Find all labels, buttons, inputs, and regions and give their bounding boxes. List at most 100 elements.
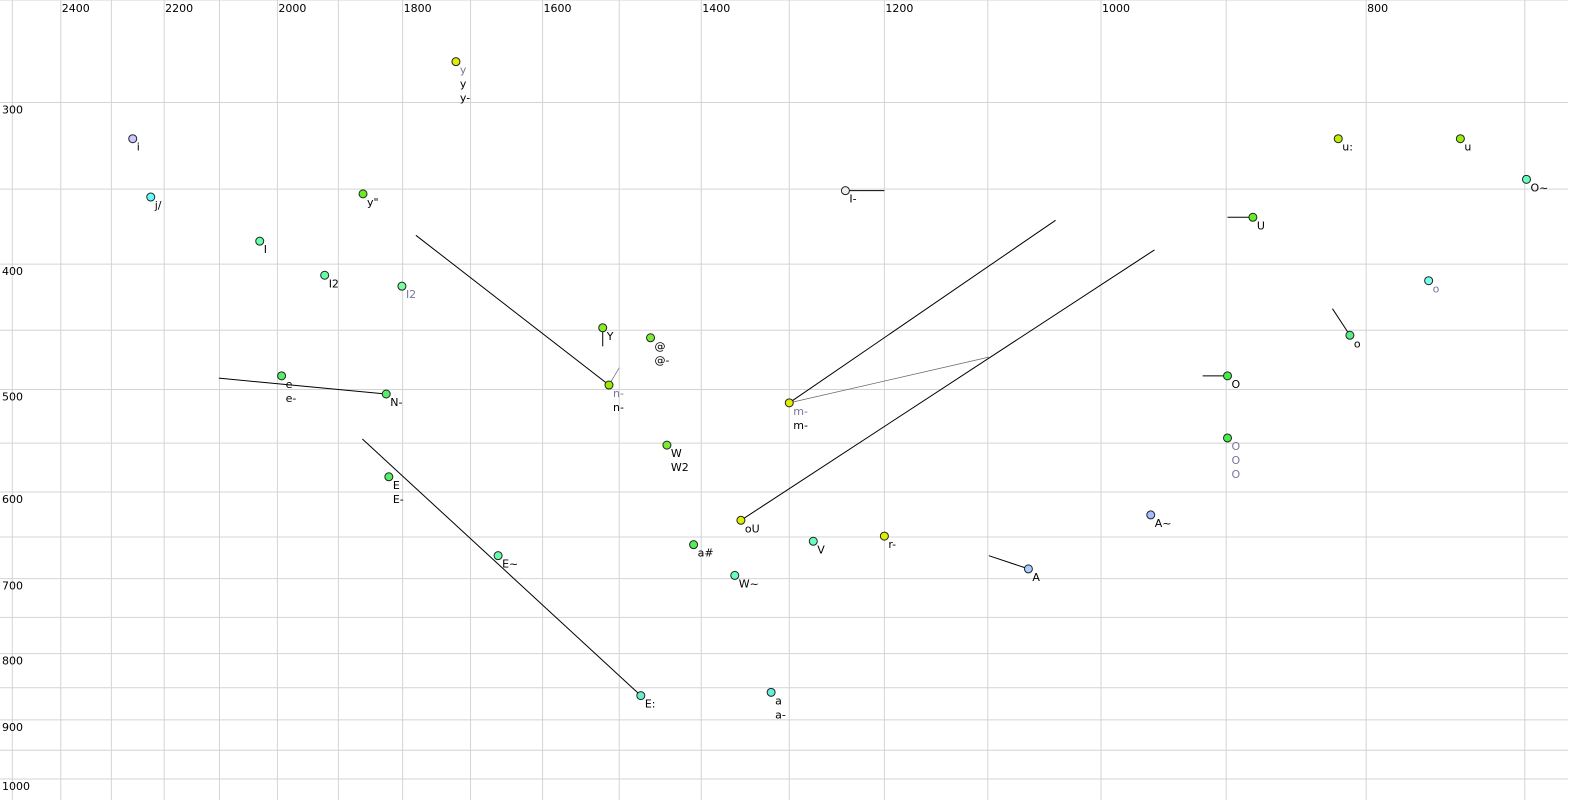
point-label: A~: [1155, 517, 1172, 530]
point-label: N-: [390, 396, 402, 409]
point-label: O: [1232, 454, 1241, 467]
point-label: @-: [655, 354, 670, 367]
vowel-point: Y: [598, 323, 614, 343]
y-tick-label: 500: [2, 391, 23, 404]
point-label: y: [460, 78, 467, 91]
vowel-point: I2: [397, 281, 416, 301]
point-marker: [1223, 371, 1233, 381]
point-label: I2: [406, 288, 416, 301]
point-marker: [381, 389, 391, 399]
point-marker: [1146, 510, 1156, 520]
x-tick-label: 1000: [1102, 2, 1130, 15]
point-label: I2: [329, 277, 339, 290]
point-marker: [598, 323, 608, 333]
point-marker: [1248, 212, 1258, 222]
x-tick-label: 1400: [702, 2, 730, 15]
vowel-point: EE-: [384, 472, 404, 506]
point-marker: [277, 371, 287, 381]
vowel-point: i: [128, 134, 140, 154]
vowel-point: @@-: [646, 333, 670, 367]
x-tick-label: 2200: [165, 2, 193, 15]
vowel-point: O: [1223, 371, 1241, 391]
point-label: O: [1232, 378, 1241, 391]
point-marker: [879, 531, 889, 541]
vowel-point: yyy-: [451, 57, 470, 105]
vowel-point: A: [1023, 564, 1040, 584]
vowel-point: oU: [736, 515, 760, 535]
vowel-point: U: [1248, 212, 1265, 232]
vowel-point: I-: [840, 186, 857, 206]
point-label: a: [775, 694, 782, 707]
vowel-point: O~: [1521, 174, 1548, 194]
y-tick-label: 300: [2, 103, 23, 116]
vowel-point: W~: [730, 570, 759, 590]
point-marker: [358, 189, 368, 199]
point-label: e-: [286, 392, 297, 405]
point-marker: [646, 333, 656, 343]
point-marker: [736, 515, 746, 525]
vowel-point: OOO: [1223, 433, 1241, 481]
point-label: E~: [502, 558, 518, 571]
point-label: a#: [698, 547, 714, 560]
point-marker: [636, 691, 646, 701]
point-marker: [730, 570, 740, 580]
point-marker: [1023, 564, 1033, 574]
vowel-point: I: [255, 236, 267, 256]
point-label: oU: [745, 522, 760, 535]
point-label: o: [1433, 283, 1440, 296]
vowel-point: j/: [146, 192, 162, 212]
point-label: o: [1354, 337, 1361, 350]
vowel-point: u: [1455, 134, 1471, 154]
vowel-point: u:: [1333, 134, 1353, 154]
vowel-point: a#: [689, 540, 714, 560]
trajectory-line: [789, 356, 989, 404]
point-label: r-: [888, 538, 896, 551]
point-marker: [689, 540, 699, 550]
point-label: W~: [739, 577, 759, 590]
point-label: @: [655, 340, 666, 353]
y-tick-label: 700: [2, 580, 23, 593]
trajectory-line: [1332, 308, 1351, 336]
point-marker: [128, 134, 138, 144]
vowel-point: ee-: [277, 371, 297, 405]
vowel-point: o: [1424, 276, 1440, 296]
vowel-point: I2: [320, 270, 339, 290]
point-label: y: [460, 64, 467, 77]
point-label: u:: [1342, 141, 1353, 154]
point-marker: [1455, 134, 1465, 144]
point-label: W2: [671, 461, 689, 474]
y-tick-label: 1000: [2, 780, 30, 793]
point-marker: [451, 57, 461, 67]
point-marker: [840, 186, 850, 196]
point-marker: [255, 236, 265, 246]
point-label: E: [393, 479, 400, 492]
y-tick-label: 400: [2, 265, 23, 278]
point-marker: [604, 380, 614, 390]
trajectory-line: [362, 438, 642, 696]
y-tick-label: 800: [2, 655, 23, 668]
vowel-point: aa-: [766, 687, 786, 721]
vowel-point: A~: [1146, 510, 1172, 530]
trajectory-line: [788, 219, 1056, 404]
point-label: A: [1032, 571, 1040, 584]
vowel-point: V: [808, 536, 825, 556]
point-label: U: [1257, 219, 1265, 232]
x-tick-label: 2400: [62, 2, 90, 15]
vowel-point: y": [358, 189, 379, 209]
y-tick-label: 600: [2, 493, 23, 506]
point-label: n-: [613, 401, 624, 414]
vowel-point: N-: [381, 389, 402, 409]
point-label: y": [367, 196, 379, 209]
point-marker: [808, 536, 818, 546]
point-label: i: [137, 141, 140, 154]
trajectory-line: [218, 377, 387, 395]
point-marker: [493, 551, 503, 561]
point-marker: [1521, 174, 1531, 184]
x-tick-label: 2000: [278, 2, 306, 15]
point-label: m-: [793, 405, 808, 418]
point-label: W: [671, 447, 682, 460]
point-label: j/: [154, 199, 162, 212]
point-label: O: [1232, 468, 1241, 481]
axis-tick-labels: 2400 2200 2000 1800 1600 1400 1200 1000 800 300 40…: [2, 2, 1388, 793]
